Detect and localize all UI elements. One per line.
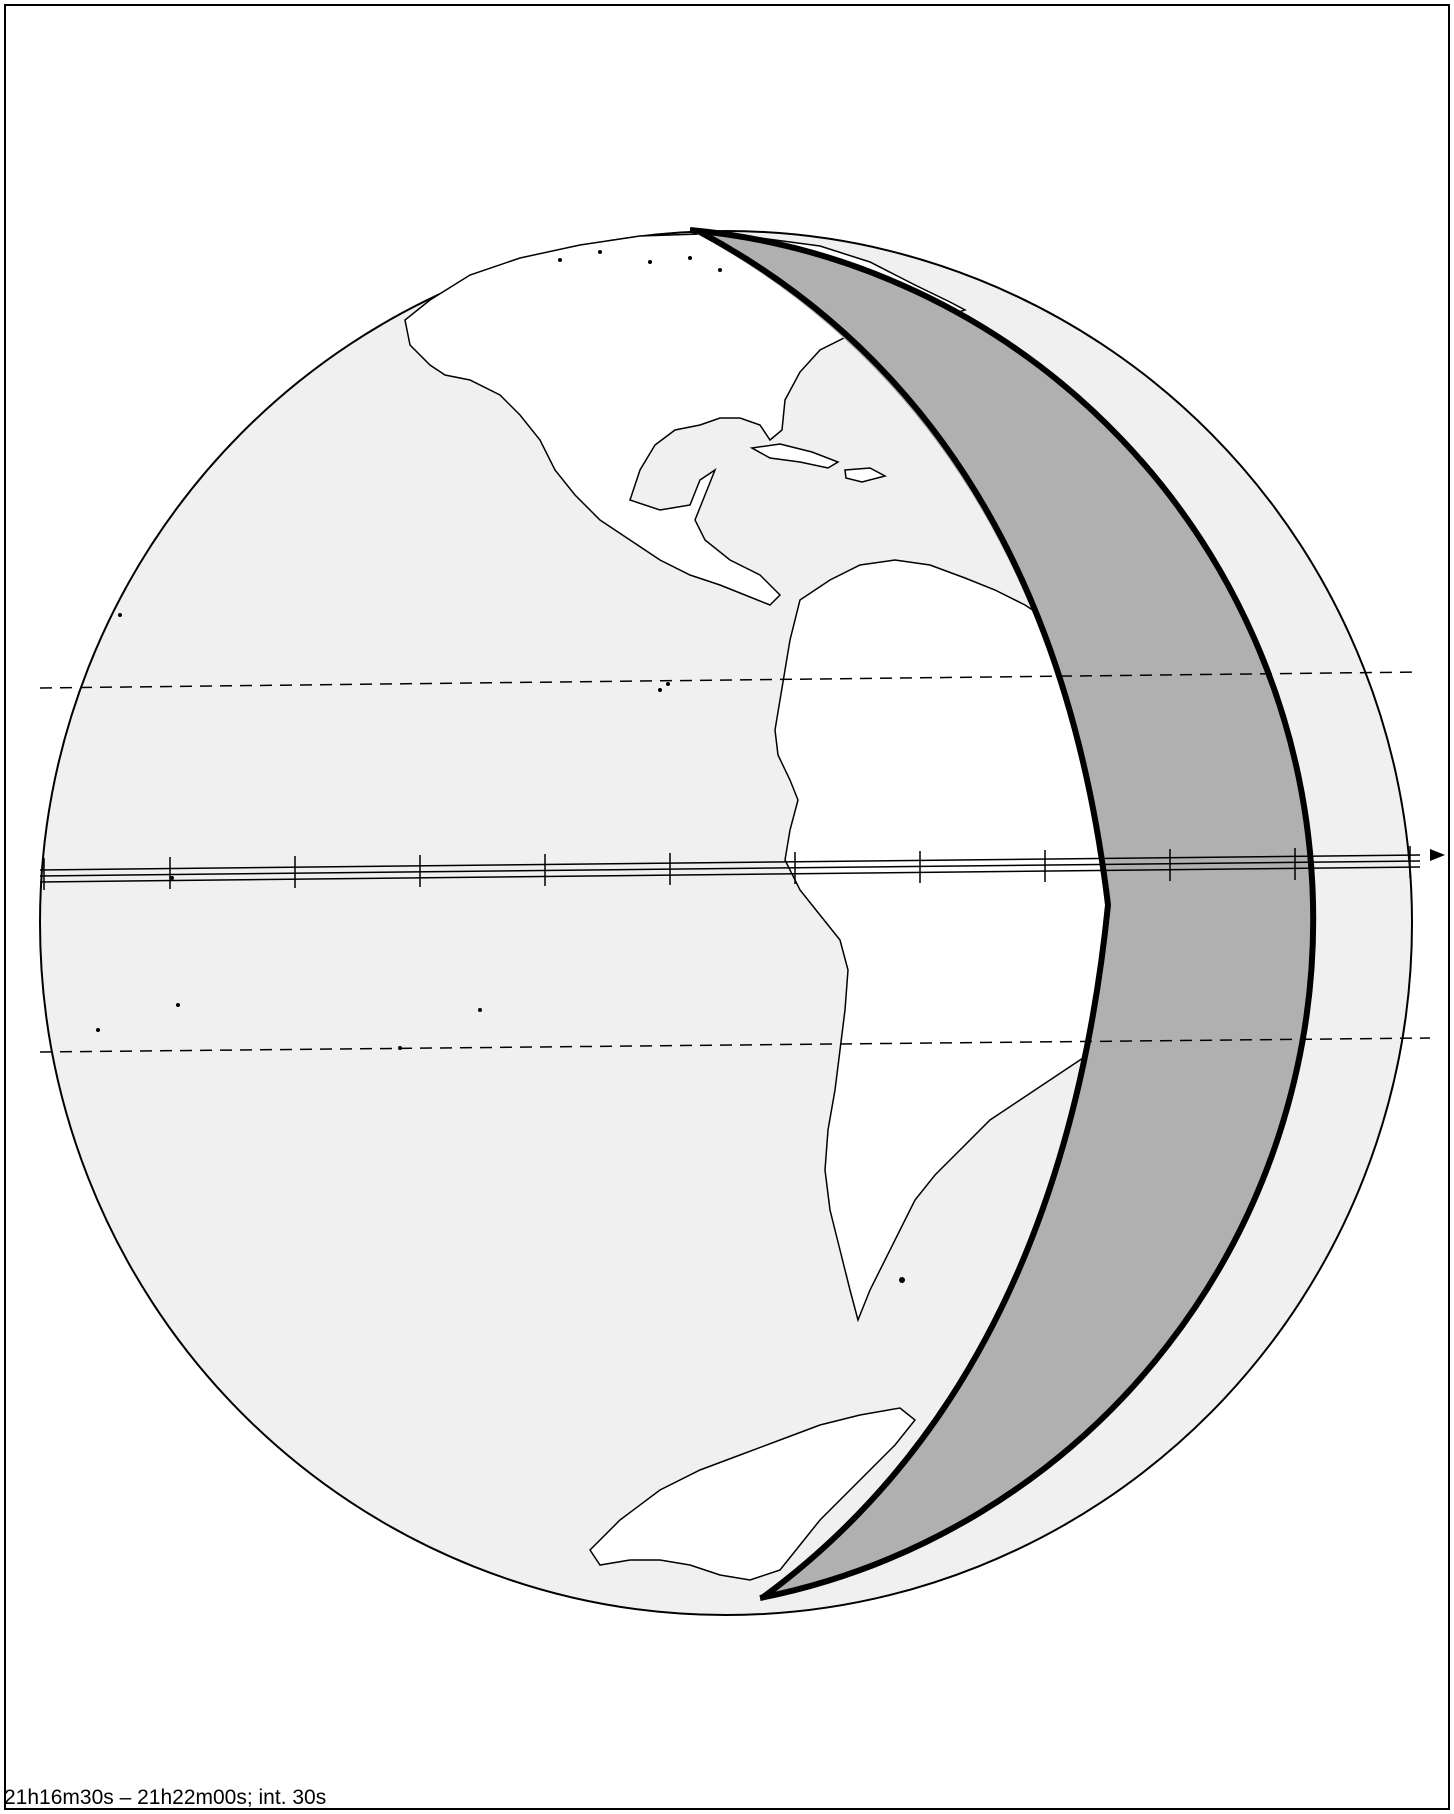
time-range-caption: 21h16m30s – 21h22m00s; int. 30s xyxy=(4,1786,327,1809)
landmass-cuba xyxy=(749,443,840,469)
shadow-limb-boundary-outer xyxy=(689,227,1317,1601)
landmass-antarctica xyxy=(589,1407,917,1581)
occultation-path-central xyxy=(39,854,1421,883)
map-frame xyxy=(4,4,1450,1810)
path-limit-north xyxy=(39,671,1421,689)
landmass-north-america xyxy=(404,233,967,606)
shadow-limb-boundary-inner xyxy=(698,229,1112,1601)
shadow-crescent xyxy=(690,230,1314,1598)
path-limit-south xyxy=(39,1037,1431,1053)
direction-arrow xyxy=(1430,849,1445,861)
path-time-ticks xyxy=(43,846,1411,890)
landmass-hispaniola xyxy=(844,467,888,483)
